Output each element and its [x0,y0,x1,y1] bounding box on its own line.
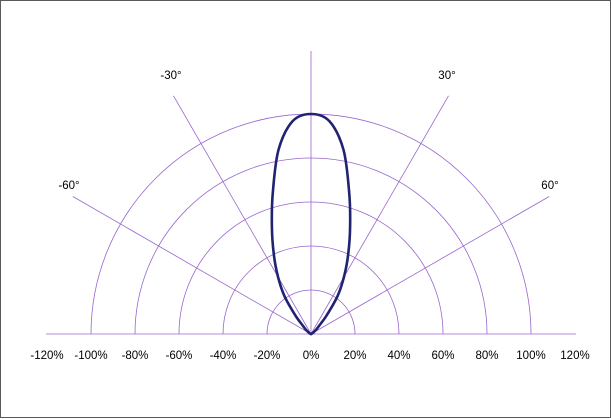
radial-tick-m80: -80% [122,350,149,362]
angle-label--60: -60° [58,180,79,192]
angle-labels: -60° -30° 30° 60° [58,70,558,192]
radial-tick-m120: -120% [30,350,63,362]
radial-tick-80: 80% [475,350,498,362]
angle-label-30: 30° [438,70,455,82]
spoke--30 [174,96,312,334]
radial-tick-100: 100% [516,350,545,362]
radial-tick-60: 60% [431,350,454,362]
radial-tick-m20: -20% [254,350,281,362]
radial-tick-20: 20% [343,350,366,362]
angle-label--30: -30° [160,70,181,82]
spoke-30 [311,96,449,334]
radial-tick-m60: -60% [166,350,193,362]
radial-tick-m40: -40% [210,350,237,362]
radial-tick-40: 40% [387,350,410,362]
radial-tick-m100: -100% [74,350,107,362]
angle-label-60: 60° [541,180,558,192]
radial-tick-0: 0% [303,350,320,362]
radial-tick-120: 120% [560,350,589,362]
radial-tick-labels: -120% -100% -80% -60% -40% -20% 0% 20% 40% 60% 80%… [30,350,589,362]
